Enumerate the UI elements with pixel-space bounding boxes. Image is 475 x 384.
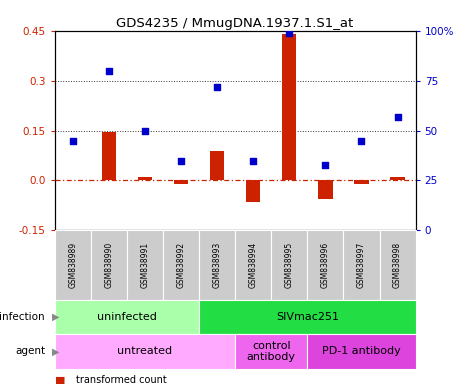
Text: agent: agent	[15, 346, 45, 356]
Text: GSM838992: GSM838992	[177, 242, 185, 288]
Bar	[91, 230, 127, 300]
Text: GSM838997: GSM838997	[357, 242, 366, 288]
Text: transformed count: transformed count	[76, 375, 167, 384]
Bar	[102, 132, 116, 180]
Point	[105, 68, 113, 74]
Point	[141, 127, 149, 134]
Text: GSM838994: GSM838994	[249, 242, 257, 288]
Bar	[318, 180, 332, 199]
Text: GSM838995: GSM838995	[285, 242, 294, 288]
Text: SIVmac251: SIVmac251	[276, 312, 339, 322]
Bar	[282, 34, 296, 180]
Text: GSM838991: GSM838991	[141, 242, 149, 288]
Point	[285, 30, 293, 36]
Bar	[199, 300, 416, 334]
Text: uninfected: uninfected	[97, 312, 157, 322]
Bar	[307, 230, 343, 300]
Bar	[174, 180, 188, 184]
Bar	[354, 180, 369, 184]
Point	[177, 157, 185, 164]
Bar	[390, 177, 405, 180]
Point	[213, 84, 221, 90]
Text: control
antibody: control antibody	[247, 341, 296, 362]
Text: ■: ■	[55, 375, 65, 384]
Bar	[343, 230, 380, 300]
Point	[249, 157, 257, 164]
Text: ▶: ▶	[52, 346, 60, 356]
Text: PD-1 antibody: PD-1 antibody	[322, 346, 401, 356]
Text: GSM838993: GSM838993	[213, 242, 221, 288]
Title: GDS4235 / MmugDNA.1937.1.S1_at: GDS4235 / MmugDNA.1937.1.S1_at	[116, 17, 354, 30]
Text: GSM838990: GSM838990	[104, 242, 113, 288]
Bar	[235, 230, 271, 300]
Text: GSM838996: GSM838996	[321, 242, 330, 288]
Text: untreated: untreated	[117, 346, 172, 356]
Text: infection: infection	[0, 312, 45, 322]
Text: GSM838998: GSM838998	[393, 242, 402, 288]
Bar	[199, 230, 235, 300]
Bar	[235, 334, 307, 369]
Bar	[210, 151, 224, 180]
Bar	[380, 230, 416, 300]
Bar	[307, 334, 416, 369]
Bar	[163, 230, 199, 300]
Bar	[127, 230, 163, 300]
Bar	[138, 177, 152, 180]
Bar	[55, 300, 199, 334]
Point	[358, 137, 365, 144]
Point	[394, 114, 401, 120]
Bar	[55, 230, 91, 300]
Bar	[55, 334, 235, 369]
Bar	[271, 230, 307, 300]
Point	[69, 137, 76, 144]
Text: ▶: ▶	[52, 312, 60, 322]
Bar	[246, 180, 260, 202]
Point	[322, 161, 329, 167]
Text: GSM838989: GSM838989	[68, 242, 77, 288]
